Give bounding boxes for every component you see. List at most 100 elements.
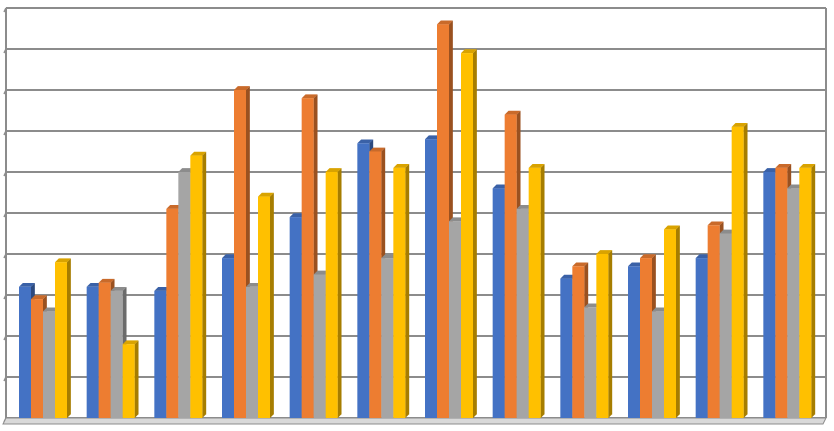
bar-front-face [222, 258, 234, 418]
bar-top-face [122, 340, 139, 345]
bar-s4-c1 [55, 258, 71, 418]
bar-top-face [449, 217, 465, 222]
bar-top-face [393, 164, 410, 168]
bar-front-face [763, 172, 776, 418]
bar-front-face [719, 233, 732, 418]
bar-top-face [234, 86, 250, 90]
bar-front-face [234, 90, 246, 418]
bar-front-face [628, 266, 640, 418]
bar-front-face [43, 311, 55, 418]
bar-s4-c2 [122, 340, 139, 418]
bar-top-face [652, 307, 668, 312]
bar-top-face [43, 307, 59, 312]
bar-front-face [584, 307, 597, 418]
bar-side-face [202, 151, 207, 418]
bar-top-face [178, 168, 195, 172]
bar-front-face [258, 196, 270, 418]
bar-s4-c6 [393, 164, 410, 418]
bar-side-face [540, 164, 545, 418]
bar-top-face [222, 254, 238, 259]
bar-front-face [357, 143, 370, 419]
bar-top-face [596, 250, 613, 254]
bar-front-face [437, 24, 449, 419]
bar-front-face [154, 290, 167, 418]
bar-front-face [528, 167, 541, 418]
bar-top-face [572, 262, 589, 267]
bar-top-face [357, 139, 374, 144]
bar-front-face [369, 151, 382, 418]
bar-side-face [67, 258, 71, 418]
bar-top-face [787, 184, 804, 189]
bar-top-face [246, 282, 262, 287]
bar-side-face [811, 164, 816, 418]
bar-top-face [258, 192, 274, 197]
bar-front-face [122, 344, 135, 418]
bars [19, 20, 816, 419]
bar-side-face [337, 168, 342, 418]
bar-front-face [640, 258, 652, 418]
bar-top-face [799, 164, 816, 168]
bar-front-face [652, 311, 664, 418]
bar-top-face [584, 303, 601, 308]
bar-front-face [787, 188, 800, 418]
bar-side-face [676, 225, 680, 418]
bar-front-face [516, 208, 529, 418]
bar-top-face [560, 274, 577, 279]
bar-front-face [393, 167, 406, 418]
bar-top-face [528, 164, 545, 168]
bar-s4-c3 [190, 151, 207, 418]
bar-top-face [425, 135, 441, 140]
bar-front-face [731, 126, 744, 419]
bar-top-face [640, 254, 656, 259]
bar-top-face [19, 282, 35, 287]
bar-front-face [775, 167, 788, 418]
bar-front-face [55, 262, 67, 418]
bar-s4-c10 [664, 225, 680, 418]
bar-top-face [98, 278, 115, 283]
bar-front-face [166, 208, 179, 418]
bar-front-face [325, 172, 338, 418]
bar-s4-c5 [325, 168, 342, 418]
bar-front-face [31, 299, 43, 418]
bar-top-face [461, 49, 477, 54]
bar-top-face [86, 282, 103, 287]
bar-top-face [289, 213, 306, 218]
bar-side-face [608, 250, 613, 418]
bar-front-face [664, 229, 676, 418]
bar-s4-c11 [731, 123, 748, 419]
bar-front-face [707, 225, 720, 418]
bar-side-face [743, 123, 748, 419]
bar-top-face [731, 123, 748, 127]
chart-floor [2, 417, 827, 425]
bar-front-face [492, 188, 505, 418]
bar-side-face [270, 192, 274, 418]
bar-s4-c7 [461, 49, 477, 418]
bar-front-face [381, 258, 394, 418]
bar-front-face [190, 155, 203, 418]
bar-front-face [504, 114, 517, 418]
bar-top-face [325, 168, 342, 172]
bar-top-face [504, 110, 521, 115]
bar-top-face [707, 221, 724, 226]
bar-front-face [86, 286, 99, 418]
bar-top-face [628, 262, 644, 267]
bar-front-face [301, 98, 314, 418]
bar-s4-c8 [528, 164, 545, 418]
bar-top-face [369, 147, 386, 152]
bar-top-face [166, 205, 183, 209]
bar-top-face [381, 254, 398, 259]
bar-top-face [695, 254, 712, 259]
bar-front-face [695, 258, 708, 418]
bar-top-face [301, 94, 318, 99]
bar-top-face [55, 258, 71, 263]
bar-top-face [664, 225, 680, 230]
bar-front-face [461, 53, 473, 418]
bar-side-face [473, 49, 477, 418]
floor-plane [2, 417, 827, 425]
bar-front-face [313, 274, 326, 418]
bar-front-face [246, 286, 258, 418]
bar-top-face [492, 184, 509, 189]
bar-top-face [516, 205, 533, 209]
bar-top-face [31, 295, 47, 300]
